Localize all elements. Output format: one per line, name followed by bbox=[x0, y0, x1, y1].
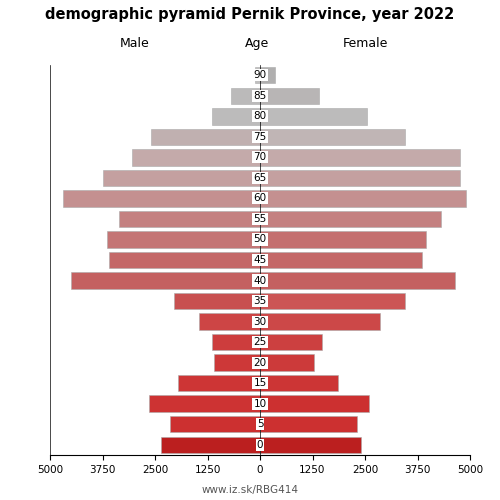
Text: 20: 20 bbox=[254, 358, 266, 368]
Bar bbox=[212, 108, 260, 124]
Text: Age: Age bbox=[246, 37, 270, 50]
Text: 35: 35 bbox=[254, 296, 266, 306]
Text: 90: 90 bbox=[254, 70, 266, 81]
Bar bbox=[260, 354, 314, 371]
Bar bbox=[260, 436, 361, 453]
Text: 60: 60 bbox=[254, 194, 266, 203]
Text: 55: 55 bbox=[254, 214, 266, 224]
Bar bbox=[132, 149, 260, 166]
Bar bbox=[170, 416, 260, 432]
Bar bbox=[62, 190, 260, 206]
Bar bbox=[199, 314, 260, 330]
Bar bbox=[260, 252, 422, 268]
Text: Male: Male bbox=[120, 37, 150, 50]
Bar bbox=[109, 252, 260, 268]
Bar bbox=[260, 272, 456, 288]
Bar bbox=[260, 375, 338, 392]
Text: demographic pyramid Pernik Province, year 2022: demographic pyramid Pernik Province, yea… bbox=[46, 8, 455, 22]
Bar bbox=[148, 396, 260, 412]
Text: 0: 0 bbox=[257, 440, 263, 450]
Text: 80: 80 bbox=[254, 112, 266, 122]
Text: 5: 5 bbox=[256, 419, 264, 429]
Bar bbox=[260, 170, 460, 186]
Bar bbox=[162, 436, 260, 453]
Bar bbox=[178, 375, 260, 392]
Text: 30: 30 bbox=[254, 316, 266, 326]
Bar bbox=[102, 170, 260, 186]
Bar bbox=[212, 334, 260, 350]
Bar bbox=[151, 128, 260, 145]
Text: 75: 75 bbox=[254, 132, 266, 142]
Bar bbox=[260, 67, 275, 84]
Bar bbox=[260, 334, 322, 350]
Text: 10: 10 bbox=[254, 398, 266, 408]
Bar bbox=[256, 67, 260, 84]
Text: 65: 65 bbox=[254, 173, 266, 183]
Bar bbox=[232, 88, 260, 104]
Text: Female: Female bbox=[342, 37, 388, 50]
Text: 70: 70 bbox=[254, 152, 266, 162]
Bar bbox=[174, 293, 260, 310]
Bar bbox=[260, 149, 460, 166]
Bar bbox=[260, 293, 405, 310]
Text: www.iz.sk/RBG414: www.iz.sk/RBG414 bbox=[202, 485, 298, 495]
Text: 25: 25 bbox=[254, 337, 266, 347]
Bar bbox=[260, 88, 319, 104]
Text: 50: 50 bbox=[254, 234, 266, 244]
Bar bbox=[260, 396, 369, 412]
Bar bbox=[106, 232, 260, 248]
Bar bbox=[260, 232, 426, 248]
Text: 15: 15 bbox=[254, 378, 266, 388]
Bar bbox=[260, 128, 405, 145]
Bar bbox=[260, 190, 466, 206]
Text: 85: 85 bbox=[254, 91, 266, 101]
Bar bbox=[260, 416, 356, 432]
Bar bbox=[214, 354, 260, 371]
Bar bbox=[260, 210, 440, 227]
Text: 45: 45 bbox=[254, 255, 266, 265]
Bar bbox=[260, 314, 380, 330]
Bar bbox=[260, 108, 367, 124]
Bar bbox=[120, 210, 260, 227]
Text: 40: 40 bbox=[254, 276, 266, 285]
Bar bbox=[71, 272, 260, 288]
